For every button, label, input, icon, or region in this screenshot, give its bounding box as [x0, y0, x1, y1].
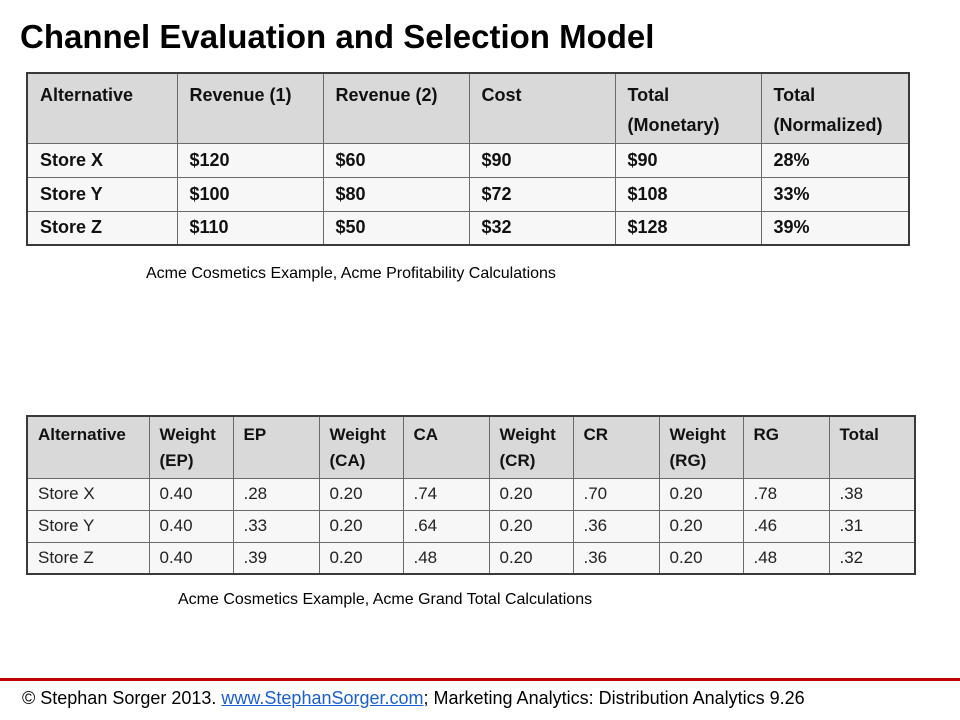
footer-divider	[0, 678, 960, 681]
table-cell: .48	[402, 541, 490, 575]
table-row: Store X 0.40 .28 0.20 .74 0.20 .70 0.20 …	[26, 477, 916, 511]
table-row: Store Y $100 $80 $72 $108 33%	[26, 176, 910, 212]
header-cell: Alternative	[26, 415, 150, 479]
table-cell: $90	[614, 142, 762, 178]
table-cell: .39	[232, 541, 320, 575]
table-cell: Store X	[26, 142, 178, 178]
table-cell: .64	[402, 509, 490, 543]
grand-total-caption: Acme Cosmetics Example, Acme Grand Total…	[178, 591, 593, 608]
table-cell: 0.20	[318, 541, 404, 575]
table-cell: .48	[742, 541, 830, 575]
table-cell: 0.20	[488, 541, 574, 575]
table-row: Store X $120 $60 $90 $90 28%	[26, 142, 910, 178]
table-cell: .36	[572, 509, 660, 543]
table-cell: 33%	[760, 176, 910, 212]
header-cell: EP	[232, 415, 320, 479]
table-cell: .32	[828, 541, 916, 575]
profitability-caption: Acme Cosmetics Example, Acme Profitabili…	[146, 265, 556, 282]
table-row: Store Y 0.40 .33 0.20 .64 0.20 .36 0.20 …	[26, 509, 916, 543]
header-cell: Alternative	[26, 72, 178, 144]
table-row: Store Z $110 $50 $32 $128 39%	[26, 210, 910, 246]
table-cell: $90	[468, 142, 616, 178]
header-cell: CR	[572, 415, 660, 479]
table-cell: $110	[176, 210, 324, 246]
table-cell: 0.20	[658, 541, 744, 575]
table-cell: $120	[176, 142, 324, 178]
table-cell: $60	[322, 142, 470, 178]
table-cell: 0.20	[488, 477, 574, 511]
table-cell: 39%	[760, 210, 910, 246]
table-cell: 0.20	[658, 477, 744, 511]
table-cell: 0.20	[318, 477, 404, 511]
table-cell: Store Y	[26, 509, 150, 543]
table-cell: Store Z	[26, 541, 150, 575]
table-row: Store Z 0.40 .39 0.20 .48 0.20 .36 0.20 …	[26, 541, 916, 575]
table-cell: .36	[572, 541, 660, 575]
table-cell: Store Y	[26, 176, 178, 212]
header-cell: Revenue (1)	[176, 72, 324, 144]
header-cell: Cost	[468, 72, 616, 144]
table-header-row: Alternative Revenue (1) Revenue (2) Cost…	[26, 72, 910, 144]
table-cell: Store Z	[26, 210, 178, 246]
header-cell: RG	[742, 415, 830, 479]
header-cell: Weight (CR)	[488, 415, 574, 479]
slide-title: Channel Evaluation and Selection Model	[20, 18, 655, 55]
profitability-table: Alternative Revenue (1) Revenue (2) Cost…	[26, 72, 910, 246]
header-cell: Revenue (2)	[322, 72, 470, 144]
footer: © Stephan Sorger 2013. www.StephanSorger…	[22, 688, 805, 709]
footer-course-info: ; Marketing Analytics: Distribution Anal…	[423, 688, 805, 708]
table-header-row: Alternative Weight (EP) EP Weight (CA) C…	[26, 415, 916, 479]
table-cell: .46	[742, 509, 830, 543]
table-cell: $108	[614, 176, 762, 212]
table-cell: 0.40	[148, 477, 234, 511]
table-cell: $128	[614, 210, 762, 246]
header-cell: Total	[828, 415, 916, 479]
header-cell: Weight (EP)	[148, 415, 234, 479]
table-cell: $100	[176, 176, 324, 212]
table-cell: $72	[468, 176, 616, 212]
table-cell: .70	[572, 477, 660, 511]
header-cell: CA	[402, 415, 490, 479]
header-cell: Total (Monetary)	[614, 72, 762, 144]
footer-website-link[interactable]: www.StephanSorger.com	[221, 688, 424, 708]
table-cell: .31	[828, 509, 916, 543]
header-cell: Total (Normalized)	[760, 72, 910, 144]
table-cell: 0.20	[658, 509, 744, 543]
table-cell: 0.20	[488, 509, 574, 543]
table-cell: .33	[232, 509, 320, 543]
table-cell: 0.20	[318, 509, 404, 543]
table-cell: .28	[232, 477, 320, 511]
header-cell: Weight (CA)	[318, 415, 404, 479]
table-cell: 0.40	[148, 541, 234, 575]
table-cell: .74	[402, 477, 490, 511]
table-cell: $50	[322, 210, 470, 246]
table-cell: .38	[828, 477, 916, 511]
header-cell: Weight (RG)	[658, 415, 744, 479]
grand-total-table: Alternative Weight (EP) EP Weight (CA) C…	[26, 415, 916, 575]
table-cell: .78	[742, 477, 830, 511]
table-cell: $32	[468, 210, 616, 246]
table-cell: $80	[322, 176, 470, 212]
footer-copyright: © Stephan Sorger 2013.	[22, 688, 222, 708]
table-cell: Store X	[26, 477, 150, 511]
table-cell: 28%	[760, 142, 910, 178]
table-cell: 0.40	[148, 509, 234, 543]
